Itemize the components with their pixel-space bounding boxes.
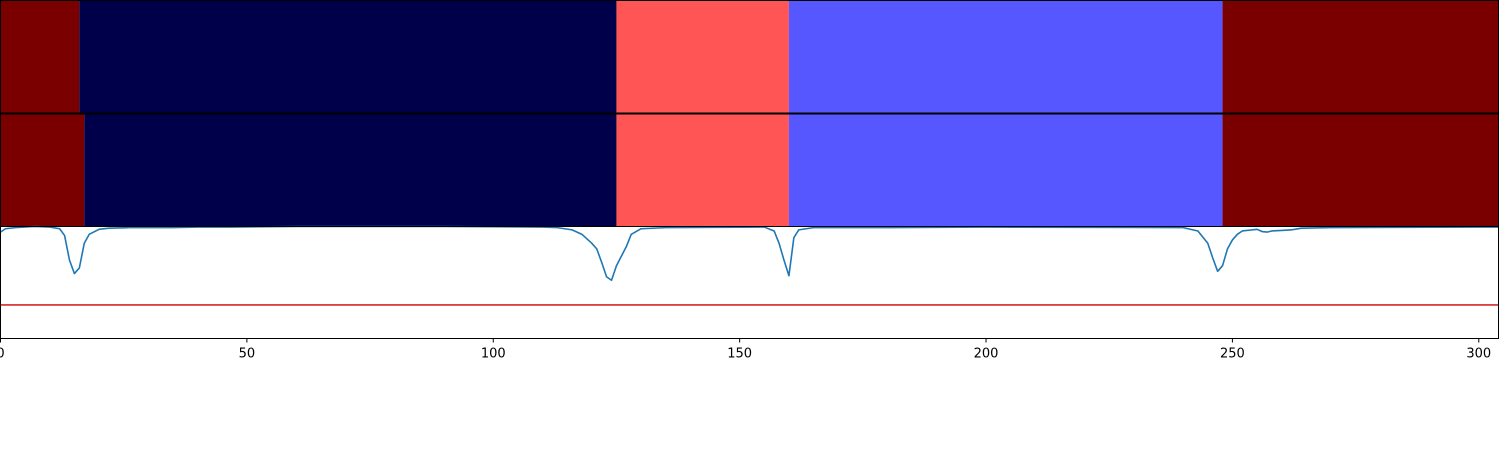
heatmap-row-frame — [0, 0, 1499, 114]
heatmap-cell — [0, 0, 80, 113]
line-plot-frame — [0, 226, 1499, 339]
heatmap-strip — [0, 0, 1499, 227]
x-tick-label: 300 — [1466, 347, 1491, 362]
heatmap-cell — [1222, 114, 1499, 227]
heatmap-cell — [84, 114, 617, 227]
heatmap-cell — [616, 0, 789, 113]
heatmap-cell — [788, 0, 1223, 113]
line-plot — [0, 225, 1499, 339]
heatmap-cell — [1222, 0, 1499, 113]
heatmap-row-1 — [0, 0, 1499, 114]
x-tick-label: 200 — [974, 347, 999, 362]
x-tick-label: 250 — [1220, 347, 1245, 362]
x-axis: 0 50 100 150 200 250 300 — [0, 338, 1491, 362]
heatmap-row-2 — [0, 113, 1499, 227]
heatmap-cell — [788, 114, 1223, 227]
series-line-1 — [0, 225, 1499, 282]
heatmap-cell — [616, 114, 789, 227]
heatmap-cell — [0, 114, 85, 227]
line-plot-background — [0, 226, 1499, 339]
heatmap-cell — [79, 0, 617, 113]
x-tick-label: 100 — [481, 347, 506, 362]
x-tick-label: 50 — [239, 347, 256, 362]
x-tick-label: 150 — [727, 347, 752, 362]
x-tick-label: 0 — [0, 347, 5, 362]
